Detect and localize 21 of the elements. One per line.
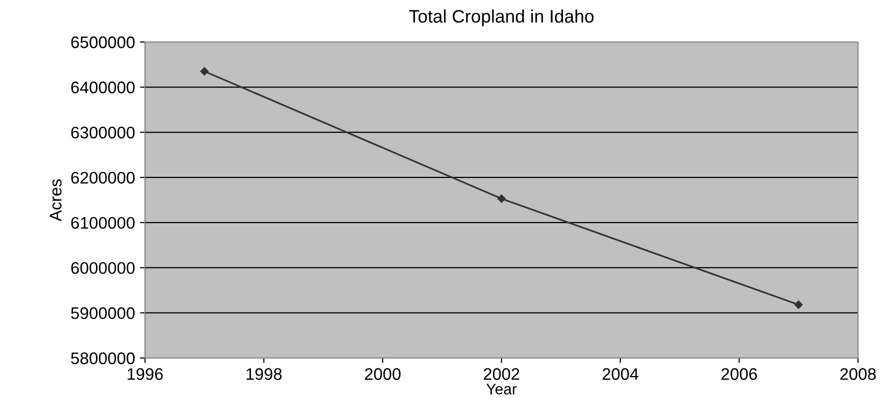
point (794, 300, 803, 309)
y-tick-label: 6300000 (71, 126, 135, 138)
y-tick-label: 5900000 (71, 307, 135, 320)
x-tick-label: 2004 (602, 368, 638, 380)
chart-title: Total Cropland in Idaho (409, 9, 594, 26)
x-tick-label: 1998 (246, 368, 282, 380)
point (200, 67, 209, 76)
y-tick-label: 5800000 (71, 352, 135, 364)
x-tick-label: 1996 (128, 368, 163, 380)
y-tick-label: 6200000 (71, 172, 135, 184)
x-tick-label: 2000 (364, 368, 401, 380)
y-tick-label: 6500000 (71, 36, 135, 48)
x-axis-title: Year (486, 384, 517, 394)
x-tick-label: 2006 (721, 368, 757, 380)
y-tick-label: 6400000 (71, 82, 135, 94)
y-axis-title: Acres (50, 179, 62, 222)
point (497, 194, 506, 203)
y-tick-label: 6100000 (71, 216, 135, 229)
y-tick-label: 6000000 (71, 262, 135, 274)
x-tick-label: 2008 (840, 368, 876, 380)
x-tick-label: 2002 (484, 368, 520, 380)
